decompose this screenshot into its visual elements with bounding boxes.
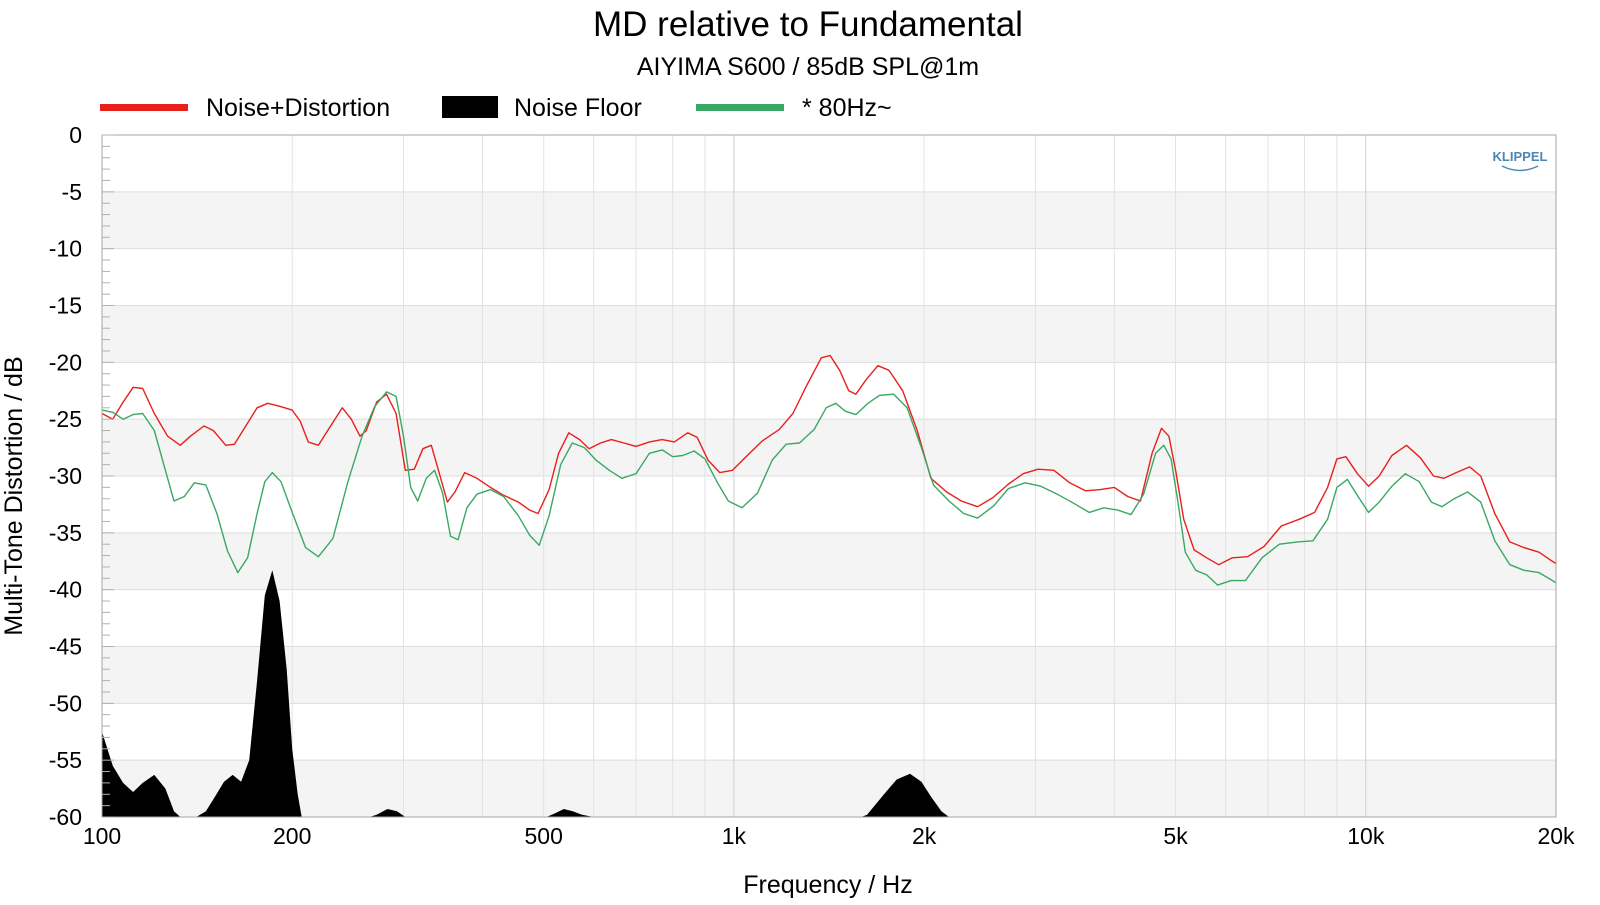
y-tick-label: -5 [62,179,82,205]
y-tick-label: -50 [49,690,82,716]
y-tick-label: -20 [49,349,82,375]
legend-swatch-80hz [696,104,784,111]
y-minor-ticks [102,134,114,818]
legend: Noise+Distortion Noise Floor * 80Hz~ [100,94,892,122]
legend-label-noise-floor: Noise Floor [514,94,642,122]
legend-label-80hz: * 80Hz~ [802,94,892,122]
legend-label-noise-distortion: Noise+Distortion [206,94,390,122]
y-axis-label: Multi-Tone Distortion / dB [0,356,28,635]
klippel-logo: KLIPPEL [1493,149,1548,172]
legend-swatch-noise-floor [442,96,498,118]
x-tick-label: 5k [1163,823,1188,849]
plot-band [102,191,1556,249]
y-axis-tick-labels: 0 -5 -10 -15 -20 -25 -30 -35 -40 -45 -50 -55 -60 [49,122,82,830]
x-tick-label: 500 [524,823,562,849]
plot-band [102,419,1556,476]
series-80hz-line [101,391,1557,586]
plot-band [102,305,1556,363]
plot-band [102,646,1556,704]
x-tick-label: 10k [1347,823,1385,849]
chart-title: MD relative to Fundamental [593,5,1023,44]
klippel-logo-text: KLIPPEL [1493,149,1548,164]
y-tick-label: -40 [49,577,82,603]
chart-subtitle: AIYIMA S600 / 85dB SPL@1m [637,53,979,81]
x-tick-label: 1k [722,823,747,849]
x-tick-label: 20k [1537,823,1575,849]
y-tick-label: -60 [49,804,82,830]
klippel-logo-swoosh [1501,165,1539,172]
y-tick-label: 0 [69,122,82,148]
series-noise-floor-area [102,570,953,817]
x-tick-label: 2k [912,823,937,849]
x-tick-label: 200 [273,823,311,849]
y-tick-label: -10 [49,236,82,262]
plot-bands [102,191,1556,817]
x-axis-tick-labels: 100 200 500 1k 2k 5k 10k 20k [83,823,1575,849]
y-tick-label: -55 [49,747,82,773]
x-tick-label: 100 [83,823,121,849]
y-tick-label: -30 [49,463,82,489]
legend-swatch-noise-distortion [100,104,188,111]
y-tick-label: -15 [49,293,82,319]
y-tick-label: -25 [49,406,82,432]
y-tick-label: -35 [49,520,82,546]
series-layer [101,354,1557,817]
y-tick-label: -45 [49,634,82,660]
x-axis-label: Frequency / Hz [743,871,913,899]
series-noise-distortion-line [101,354,1557,566]
plot-band [102,760,1556,817]
plot-band [102,532,1556,590]
